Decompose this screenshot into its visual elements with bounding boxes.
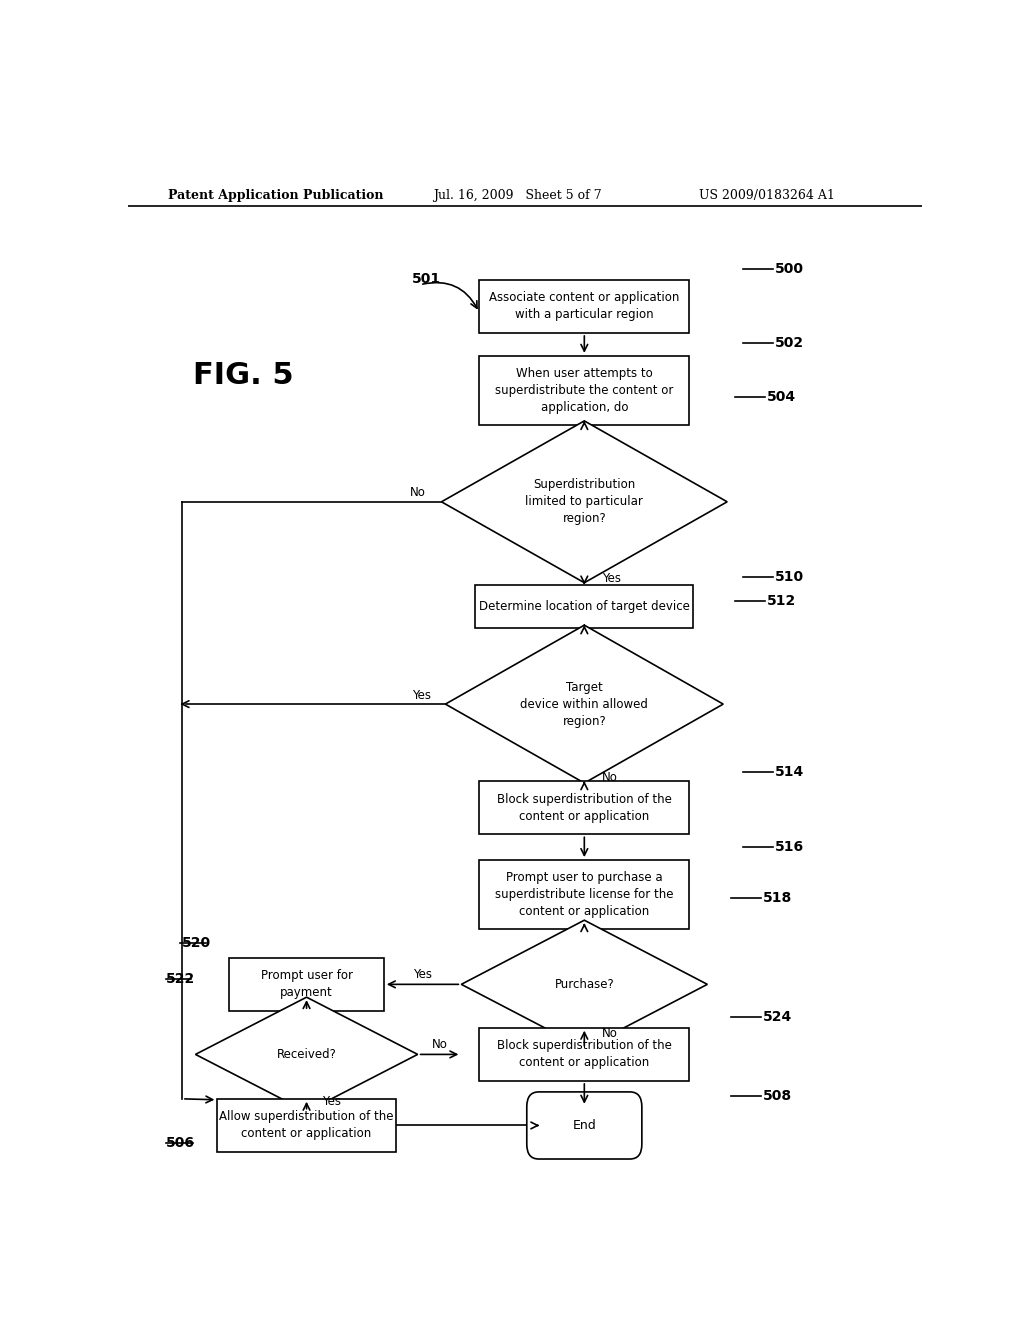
FancyBboxPatch shape <box>479 1028 689 1081</box>
Text: 524: 524 <box>763 1010 793 1024</box>
Text: Purchase?: Purchase? <box>554 978 614 991</box>
Text: No: No <box>602 1027 617 1040</box>
Text: End: End <box>572 1119 596 1133</box>
Text: Block superdistribution of the
content or application: Block superdistribution of the content o… <box>497 1039 672 1069</box>
Polygon shape <box>445 626 723 783</box>
Polygon shape <box>461 920 708 1048</box>
Text: Yes: Yes <box>413 968 432 981</box>
Text: 512: 512 <box>767 594 796 609</box>
FancyBboxPatch shape <box>479 356 689 425</box>
Text: Target
device within allowed
region?: Target device within allowed region? <box>520 681 648 727</box>
Text: Yes: Yes <box>412 689 431 702</box>
Text: 501: 501 <box>412 272 441 286</box>
Text: 502: 502 <box>775 335 804 350</box>
Text: 518: 518 <box>763 891 793 906</box>
Text: 510: 510 <box>775 570 804 583</box>
Text: No: No <box>431 1038 447 1051</box>
Text: Yes: Yes <box>323 1094 341 1107</box>
Text: Associate content or application
with a particular region: Associate content or application with a … <box>489 292 680 321</box>
Text: Superdistribution
limited to particular
region?: Superdistribution limited to particular … <box>525 478 643 525</box>
FancyBboxPatch shape <box>475 585 693 628</box>
Text: 522: 522 <box>166 973 196 986</box>
FancyBboxPatch shape <box>479 861 689 929</box>
FancyBboxPatch shape <box>217 1098 396 1152</box>
Polygon shape <box>196 997 418 1111</box>
Text: 500: 500 <box>775 261 804 276</box>
Text: Prompt user for
payment: Prompt user for payment <box>260 969 352 999</box>
Text: Received?: Received? <box>276 1048 337 1061</box>
Text: Yes: Yes <box>602 573 621 585</box>
Text: 520: 520 <box>182 936 211 950</box>
Text: No: No <box>602 771 617 784</box>
FancyBboxPatch shape <box>229 958 384 1011</box>
Text: US 2009/0183264 A1: US 2009/0183264 A1 <box>699 189 836 202</box>
FancyBboxPatch shape <box>526 1092 642 1159</box>
Text: No: No <box>410 487 426 499</box>
Text: Jul. 16, 2009   Sheet 5 of 7: Jul. 16, 2009 Sheet 5 of 7 <box>433 189 602 202</box>
Text: Block superdistribution of the
content or application: Block superdistribution of the content o… <box>497 793 672 822</box>
Text: 508: 508 <box>763 1089 792 1102</box>
Text: Allow superdistribution of the
content or application: Allow superdistribution of the content o… <box>219 1110 394 1140</box>
Text: Patent Application Publication: Patent Application Publication <box>168 189 383 202</box>
Text: Determine location of target device: Determine location of target device <box>479 599 690 612</box>
Text: Prompt user to purchase a
superdistribute license for the
content or application: Prompt user to purchase a superdistribut… <box>495 871 674 917</box>
FancyBboxPatch shape <box>479 280 689 333</box>
Text: When user attempts to
superdistribute the content or
application, do: When user attempts to superdistribute th… <box>496 367 674 413</box>
Text: 506: 506 <box>166 1137 196 1150</box>
FancyBboxPatch shape <box>479 781 689 834</box>
Text: 504: 504 <box>767 391 796 404</box>
Text: 516: 516 <box>775 841 804 854</box>
Text: FIG. 5: FIG. 5 <box>193 360 294 389</box>
Polygon shape <box>441 421 727 582</box>
Text: 514: 514 <box>775 766 804 779</box>
